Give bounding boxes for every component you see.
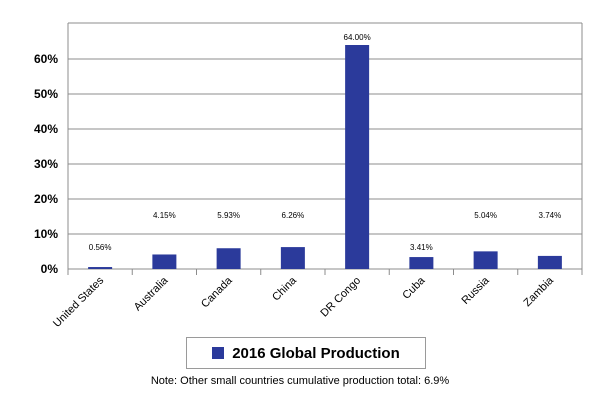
bar — [537, 255, 562, 269]
data-label: 3.74% — [539, 211, 562, 220]
data-label: 64.00% — [344, 33, 371, 42]
data-labels: 0.56% 4.15% 5.93% 6.26% 64.00% 3.41% 5.04% 3.74… — [89, 33, 561, 252]
grid-layer — [67, 22, 583, 275]
legend-label: 2016 Global Production — [232, 344, 400, 362]
bar — [473, 251, 498, 269]
x-tick-label: DR Congo — [318, 275, 363, 320]
data-label: 3.41% — [410, 243, 433, 252]
bar — [216, 248, 241, 269]
y-tick-label: 0% — [41, 262, 59, 276]
bar — [345, 45, 370, 269]
x-tick-label: China — [270, 274, 299, 303]
x-tick-label: Zambia — [522, 274, 557, 309]
legend: 2016 Global Production — [186, 337, 426, 369]
bar — [152, 254, 177, 269]
x-tick-label: Canada — [199, 274, 235, 310]
data-label: 5.04% — [474, 211, 497, 220]
y-tick-label: 30% — [34, 157, 58, 171]
data-label: 0.56% — [89, 243, 112, 252]
y-tick-label: 50% — [34, 87, 58, 101]
x-tick-label: United States — [51, 274, 107, 330]
x-tick-label: Australia — [132, 274, 171, 313]
data-label: 6.26% — [282, 211, 305, 220]
y-tick-label: 10% — [34, 227, 58, 241]
y-tick-label: 60% — [34, 52, 58, 66]
y-tick-label: 40% — [34, 122, 58, 136]
x-tick-label: Cuba — [400, 274, 428, 302]
legend-swatch — [212, 347, 225, 359]
bars — [88, 45, 562, 269]
data-label: 5.93% — [217, 211, 240, 220]
bar — [280, 247, 305, 269]
bar — [88, 267, 113, 269]
bar — [409, 257, 434, 269]
y-tick-label: 20% — [34, 192, 58, 206]
data-label: 4.15% — [153, 211, 176, 220]
x-tick-label: Russia — [459, 274, 492, 307]
y-axis-ticks: 0% 10% 20% 30% 40% 50% 60% — [34, 52, 58, 276]
x-axis-ticks: United States Australia Canada China DR Cong… — [51, 274, 557, 330]
footnote: Note: Other small countries cumulative p… — [150, 375, 450, 387]
